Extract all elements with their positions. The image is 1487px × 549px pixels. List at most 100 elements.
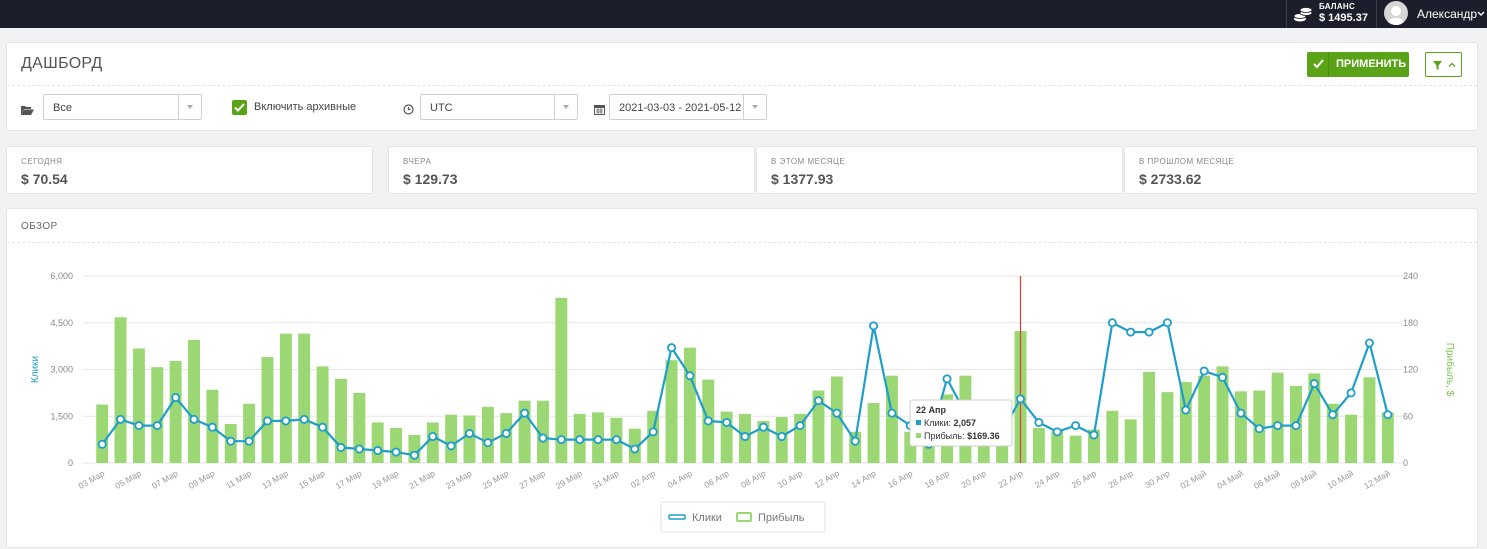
clicks-point[interactable] [97, 439, 107, 449]
user-menu[interactable]: Александр [1378, 0, 1487, 28]
clicks-point[interactable] [1071, 421, 1081, 431]
clicks-point[interactable] [1291, 421, 1301, 431]
profit-bar[interactable] [885, 375, 898, 463]
profit-bar[interactable] [353, 392, 366, 463]
apply-button[interactable]: ПРИМЕНИТЬ [1307, 52, 1409, 77]
clicks-point[interactable] [336, 442, 346, 452]
profit-bar[interactable] [1161, 392, 1174, 463]
profit-bar[interactable] [463, 415, 476, 463]
clicks-point[interactable] [262, 416, 272, 426]
profit-bar[interactable] [518, 400, 531, 463]
profit-bar[interactable] [1032, 427, 1045, 463]
clicks-point[interactable] [299, 414, 309, 424]
clicks-point[interactable] [1015, 394, 1025, 404]
profit-bar[interactable] [1143, 371, 1156, 463]
profit-bar[interactable] [481, 406, 494, 463]
profit-bar[interactable] [426, 422, 439, 463]
clicks-point[interactable] [703, 416, 713, 426]
profit-bar[interactable] [1051, 431, 1064, 463]
clicks-point[interactable] [869, 321, 879, 331]
profit-bar[interactable] [996, 431, 1009, 463]
clicks-point[interactable] [1218, 372, 1228, 382]
profit-bar[interactable] [904, 431, 917, 463]
clicks-point[interactable] [1328, 410, 1338, 420]
profit-bar[interactable] [1345, 414, 1358, 463]
legend-profit-swatch[interactable] [736, 512, 752, 522]
profit-bar[interactable] [279, 333, 292, 463]
balance-widget[interactable]: БАЛАНС $ 1495.37 [1286, 0, 1377, 28]
profit-bar[interactable] [1087, 429, 1100, 463]
clicks-point[interactable] [1034, 417, 1044, 427]
clicks-point[interactable] [446, 441, 456, 451]
profit-bar[interactable] [1234, 391, 1247, 463]
clicks-point[interactable] [409, 450, 419, 460]
legend-profit-label[interactable]: Прибыль [758, 512, 805, 524]
clicks-point[interactable] [1383, 410, 1393, 420]
profit-bar[interactable] [243, 403, 256, 463]
profit-bar[interactable] [1326, 403, 1339, 463]
profit-bar[interactable] [757, 420, 770, 463]
clicks-point[interactable] [1052, 427, 1062, 437]
date-range-picker[interactable]: 2021-03-03 - 2021-05-12 [609, 94, 767, 120]
profit-bar[interactable] [1106, 410, 1119, 463]
clicks-point[interactable] [1144, 327, 1154, 337]
archived-checkbox[interactable] [232, 100, 247, 115]
clicks-point[interactable] [1162, 318, 1172, 328]
profit-bar[interactable] [555, 297, 568, 463]
clicks-point[interactable] [501, 428, 511, 438]
profit-bar[interactable] [1216, 366, 1229, 463]
clicks-point[interactable] [887, 408, 897, 418]
clicks-point[interactable] [373, 446, 383, 456]
clicks-point[interactable] [685, 371, 695, 381]
profit-bar[interactable] [1198, 375, 1211, 463]
profit-bar[interactable] [151, 367, 164, 463]
clicks-point[interactable] [1364, 338, 1374, 348]
profit-bar[interactable] [169, 360, 182, 463]
clicks-point[interactable] [318, 422, 328, 432]
clicks-point[interactable] [611, 435, 621, 445]
clicks-point[interactable] [520, 408, 530, 418]
profit-bar[interactable] [794, 413, 807, 463]
timezone-select[interactable]: UTC [420, 94, 578, 120]
clicks-point[interactable] [465, 428, 475, 438]
clicks-point[interactable] [1181, 405, 1191, 415]
profit-bar[interactable] [665, 360, 678, 463]
clicks-point[interactable] [1254, 424, 1264, 434]
clicks-point[interactable] [152, 421, 162, 431]
profit-bar[interactable] [537, 400, 549, 463]
clicks-point[interactable] [758, 422, 768, 432]
profit-bar[interactable] [849, 431, 862, 463]
clicks-point[interactable] [483, 438, 493, 448]
clicks-point[interactable] [722, 417, 732, 427]
clicks-point[interactable] [1126, 327, 1136, 337]
clicks-point[interactable] [648, 427, 658, 437]
profit-bar[interactable] [647, 410, 660, 463]
clicks-point[interactable] [189, 414, 199, 424]
profit-bar[interactable] [1308, 373, 1321, 463]
legend-clicks-swatch[interactable] [668, 514, 686, 520]
clicks-point[interactable] [795, 421, 805, 431]
profit-bar[interactable] [132, 348, 145, 463]
profit-bar[interactable] [445, 414, 458, 463]
clicks-point[interactable] [1273, 421, 1283, 431]
profit-bar[interactable] [316, 366, 329, 463]
clicks-point[interactable] [593, 435, 603, 445]
profit-bar[interactable] [1069, 435, 1082, 463]
clicks-point[interactable] [1089, 430, 1099, 440]
clicks-point[interactable] [134, 421, 144, 431]
clicks-point[interactable] [207, 422, 217, 432]
clicks-point[interactable] [667, 343, 677, 353]
clicks-point[interactable] [832, 408, 842, 418]
clicks-point[interactable] [1346, 388, 1356, 398]
clicks-point[interactable] [391, 447, 401, 457]
profit-bar[interactable] [500, 413, 513, 463]
clicks-point[interactable] [428, 432, 438, 442]
clicks-point[interactable] [740, 432, 750, 442]
profit-bar[interactable] [408, 434, 421, 463]
profit-bar[interactable] [334, 378, 347, 463]
clicks-point[interactable] [538, 433, 548, 443]
profit-bar[interactable] [298, 333, 311, 463]
profit-bar[interactable] [371, 422, 384, 463]
profit-bar[interactable] [261, 357, 274, 463]
clicks-point[interactable] [281, 416, 291, 426]
